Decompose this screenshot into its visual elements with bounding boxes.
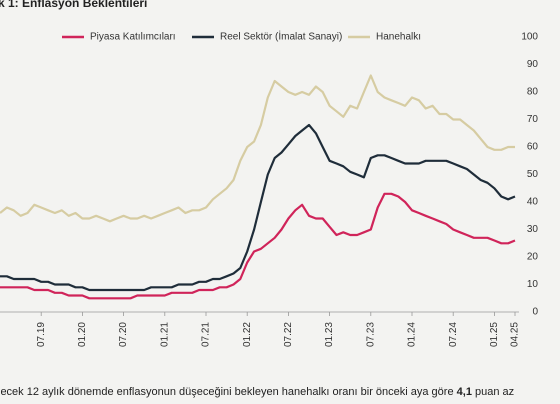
x-tick-label: 07.22 — [283, 322, 294, 347]
x-tick-label: 01.23 — [324, 322, 335, 347]
y-tick-label: 80 — [527, 87, 539, 98]
x-tick-label: 07.21 — [201, 322, 212, 347]
x-tick-label: 04.25 — [510, 322, 521, 347]
x-tick-label: 07.20 — [118, 322, 129, 347]
y-tick-label: 60 — [527, 142, 539, 153]
caption-bold: 4,1 — [457, 386, 472, 398]
legend-label: Hanehalkı — [376, 32, 421, 43]
y-tick-label: 10 — [527, 279, 539, 290]
y-tick-label: 40 — [527, 197, 539, 208]
x-tick-label: 07.24 — [448, 322, 459, 347]
x-tick-label: 01.25 — [489, 322, 500, 347]
x-tick-label: 01.20 — [77, 322, 88, 347]
x-tick-label: 07.19 — [36, 322, 47, 347]
series-line — [0, 74, 515, 223]
legend-label: Piyasa Katılımcıları — [90, 32, 176, 43]
x-tick-label: 01.21 — [159, 322, 170, 347]
y-tick-label: 0 — [532, 307, 538, 318]
caption: lecek 12 aylık dönemde enflasyonun düşec… — [0, 386, 514, 398]
y-tick-label: 100 — [521, 32, 538, 43]
y-tick-label: 90 — [527, 59, 539, 70]
y-tick-label: 50 — [527, 169, 539, 180]
x-tick-label: 01.22 — [242, 322, 253, 347]
y-tick-label: 20 — [527, 252, 539, 263]
y-tick-label: 30 — [527, 224, 539, 235]
series-line — [0, 192, 516, 300]
y-tick-label: 70 — [527, 114, 539, 125]
x-tick-label: 07.23 — [365, 322, 376, 347]
caption-text: lecek 12 aylık dönemde enflasyonun düşec… — [0, 386, 454, 398]
chart-title: k 1: Enflasyon Beklentileri — [0, 0, 147, 10]
legend-label: Reel Sektör (İmalat Sanayi) — [220, 30, 342, 43]
caption-text: puan az — [475, 386, 514, 398]
x-tick-label: 01.24 — [407, 322, 418, 347]
series-line — [0, 123, 516, 292]
